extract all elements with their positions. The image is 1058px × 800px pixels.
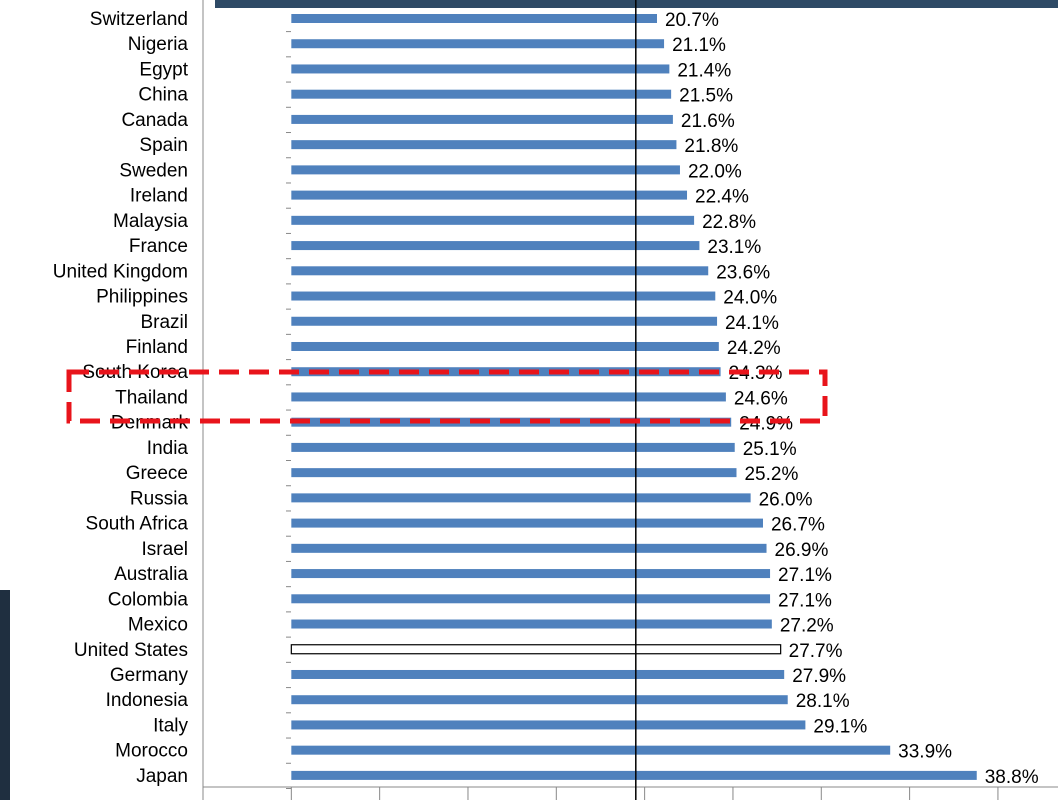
category-label: Japan (136, 766, 188, 787)
category-label: Morocco (115, 741, 188, 762)
category-label: Ireland (130, 186, 188, 207)
bar (291, 215, 695, 225)
bar (291, 695, 788, 705)
value-label: 23.6% (716, 262, 770, 283)
category-label: China (138, 85, 188, 106)
category-label: Australia (114, 564, 188, 585)
bar (291, 241, 700, 251)
value-label: 21.8% (684, 136, 738, 157)
category-label: Spain (139, 135, 188, 156)
value-label: 20.7% (665, 10, 719, 31)
category-label: United States (74, 640, 188, 661)
value-label: 24.6% (734, 388, 788, 409)
bar (291, 190, 688, 200)
bar (290, 644, 782, 655)
category-label: Malaysia (113, 211, 188, 232)
category-label: Colombia (108, 589, 189, 610)
value-label: 21.6% (681, 111, 735, 132)
category-label: Brazil (140, 312, 188, 333)
category-label: Sweden (119, 160, 188, 181)
bar (291, 316, 718, 326)
bar (291, 165, 680, 175)
value-label: 22.4% (695, 187, 749, 208)
category-label: Finland (126, 337, 188, 358)
value-label: 27.9% (792, 666, 846, 687)
value-label: 21.4% (677, 60, 731, 81)
bar (291, 468, 737, 478)
bar (291, 341, 719, 351)
value-label: 28.1% (796, 691, 850, 712)
category-label: France (129, 236, 188, 257)
value-label: 27.1% (778, 590, 832, 611)
bar (291, 291, 716, 301)
bar (291, 518, 763, 528)
bar (291, 442, 735, 452)
plot: 20.7% Switzerland 21.1% Nigeria 21.4% Egypt 21… (53, 0, 1058, 800)
value-label: 27.1% (778, 565, 832, 586)
category-label: Italy (153, 715, 188, 736)
value-label: 27.7% (789, 641, 843, 662)
value-label: 29.1% (813, 716, 867, 737)
value-label: 27.2% (780, 616, 834, 637)
value-label: 21.1% (672, 35, 726, 56)
value-label: 33.9% (898, 742, 952, 763)
value-label: 24.3% (729, 363, 783, 384)
bar (291, 89, 672, 99)
category-label: Mexico (128, 615, 188, 636)
category-label: India (147, 438, 189, 459)
bar (291, 114, 673, 124)
category-label: Switzerland (90, 9, 188, 30)
category-label: Nigeria (128, 34, 189, 55)
bar (291, 720, 806, 730)
category-label: Greece (126, 463, 188, 484)
category-label: Philippines (96, 287, 188, 308)
value-label: 24.2% (727, 338, 781, 359)
value-label: 24.1% (725, 313, 779, 334)
value-label: 26.0% (759, 489, 813, 510)
bar (291, 619, 772, 629)
value-label: 25.1% (743, 439, 797, 460)
category-label: Indonesia (106, 690, 189, 711)
category-label: Israel (142, 539, 188, 560)
bar (291, 64, 670, 74)
value-label: 22.8% (702, 212, 756, 233)
bar (291, 392, 726, 402)
bar (291, 594, 771, 604)
bar (291, 745, 891, 755)
category-label: South Africa (86, 514, 189, 535)
bar (291, 266, 709, 276)
value-label: 24.0% (723, 288, 777, 309)
highlight-box (66, 369, 828, 424)
bar (291, 14, 657, 23)
value-label: 21.5% (679, 86, 733, 107)
bar (291, 569, 771, 579)
category-label: Egypt (139, 59, 188, 80)
value-label: 26.9% (775, 540, 829, 561)
category-label: Russia (130, 488, 189, 509)
category-label: United Kingdom (53, 261, 188, 282)
bar (291, 543, 767, 553)
category-label: Germany (110, 665, 189, 686)
value-label: 22.0% (688, 161, 742, 182)
value-label: 26.7% (771, 515, 825, 536)
category-label: Thailand (115, 387, 188, 408)
category-label: Canada (121, 110, 188, 131)
bar (291, 39, 665, 49)
bar (291, 140, 677, 150)
value-label: 38.8% (985, 767, 1039, 788)
bar (291, 493, 751, 503)
value-label: 23.1% (707, 237, 761, 258)
value-label: 24.9% (739, 414, 793, 435)
side-band (0, 590, 10, 800)
bar (291, 669, 785, 679)
bar (291, 770, 977, 780)
value-label: 25.2% (744, 464, 798, 485)
